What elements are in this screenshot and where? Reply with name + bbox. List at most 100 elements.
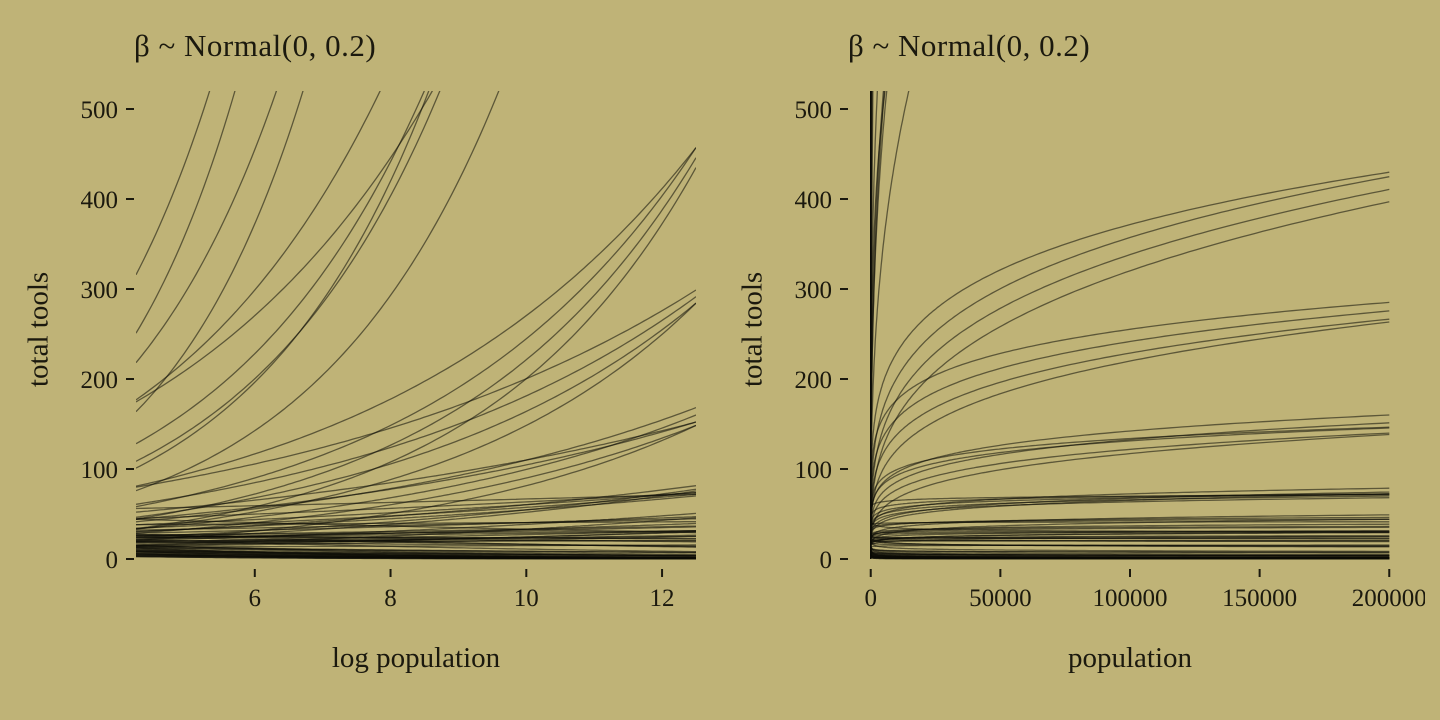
prior-curve [136, 518, 696, 531]
prior-curve [870, 91, 1390, 557]
prior-curve [870, 495, 1390, 555]
prior-curve [136, 91, 500, 492]
prior-curve [136, 406, 696, 523]
prior-curve [136, 544, 696, 548]
x-tick-label: 150000 [1222, 585, 1297, 612]
y-tick-label: 100 [795, 457, 833, 484]
prior-curve [870, 188, 1390, 559]
left-x-axis-label: log population [331, 642, 501, 674]
prior-curve [870, 176, 1390, 559]
prior-curve [870, 91, 1390, 559]
prior-curve [870, 91, 1390, 560]
prior-curve [870, 91, 1390, 560]
prior-curve [870, 91, 885, 559]
prior-curve [870, 91, 873, 559]
prior-curve [870, 530, 1390, 543]
prior-curve [870, 91, 1390, 560]
prior-curve [136, 529, 696, 536]
prior-curve [136, 91, 211, 276]
prior-curve [870, 530, 1390, 548]
prior-curve [136, 91, 434, 403]
prior-curve [136, 421, 696, 520]
y-tick-label: 300 [81, 277, 119, 304]
prior-curve [136, 555, 696, 560]
prior-curve [136, 538, 696, 553]
prior-curve [870, 518, 1390, 558]
prior-curve [136, 493, 696, 529]
prior-curve [136, 550, 696, 557]
prior-curve [136, 91, 430, 469]
left-panel: β ~ Normal(0, 0.2) total tools 6 8 10 12 0 10… [6, 8, 720, 714]
prior-curve [136, 302, 696, 530]
x-tick-label: 50000 [969, 585, 1032, 612]
prior-curve [136, 548, 696, 559]
x-tick-label: 200000 [1352, 585, 1425, 612]
x-tick-label: 0 [864, 585, 877, 612]
prior-curve [136, 492, 696, 520]
prior-curve [870, 91, 886, 558]
y-tick-label: 300 [795, 277, 833, 304]
prior-curve [870, 91, 910, 559]
prior-curve [870, 544, 1390, 552]
prior-curve [136, 296, 696, 505]
prior-curve [136, 492, 696, 526]
prior-curve [136, 147, 696, 487]
prior-curve [870, 91, 1390, 558]
prior-curve [870, 536, 1390, 556]
x-tick-label: 6 [249, 585, 262, 612]
prior-curve [870, 91, 872, 559]
prior-curve [136, 421, 696, 513]
prior-curve [136, 91, 425, 445]
curve-group [870, 91, 1390, 560]
prior-curve [136, 147, 696, 508]
prior-curve [136, 91, 381, 401]
prior-curve [136, 495, 696, 532]
right-plot-title: β ~ Normal(0, 0.2) [848, 28, 1091, 63]
y-tick-label: 200 [795, 367, 833, 394]
prior-curve [870, 422, 1390, 559]
prior-curve [136, 91, 304, 413]
prior-curve [870, 91, 1390, 560]
prior-curve [870, 91, 1390, 559]
prior-curve [870, 91, 1390, 560]
prior-curve [136, 91, 441, 462]
y-tick-label: 500 [81, 97, 119, 124]
prior-curve [136, 530, 696, 539]
prior-curve [136, 544, 696, 556]
prior-curve [870, 494, 1390, 532]
prior-curve [870, 91, 1390, 560]
prior-curve [870, 318, 1390, 559]
prior-curve [870, 370, 1390, 555]
right-panel: β ~ Normal(0, 0.2) total tools 0 50000 100… [720, 8, 1434, 714]
curve-group [136, 91, 696, 560]
y-tick-label: 0 [106, 547, 119, 574]
x-tick-label: 10 [514, 585, 539, 612]
prior-curve [870, 91, 1390, 560]
x-tick-label: 100000 [1093, 585, 1168, 612]
prior-curve [870, 91, 1390, 559]
prior-curve [870, 91, 873, 559]
prior-curve [136, 424, 696, 534]
prior-curve [870, 171, 1390, 558]
prior-curve [136, 157, 696, 520]
prior-curve [870, 91, 1390, 559]
y-tick-label: 400 [795, 187, 833, 214]
prior-curve [870, 301, 1390, 557]
prior-curve [870, 91, 1390, 559]
y-tick-label: 0 [820, 547, 833, 574]
right-x-axis-label: population [1067, 642, 1193, 674]
prior-curve [136, 91, 236, 334]
x-tick-label: 12 [650, 585, 675, 612]
y-tick-label: 400 [81, 187, 119, 214]
prior-curve [870, 91, 1390, 560]
prior-curve [136, 289, 696, 488]
left-plot-canvas: 6 8 10 12 0 100 200 300 400 500 [81, 91, 696, 612]
prior-curve [870, 514, 1390, 557]
prior-curve [870, 518, 1390, 547]
prior-curve [870, 91, 885, 559]
prior-curve [870, 91, 888, 559]
right-plot-canvas: 0 50000 100000 150000 200000 0 100 200 300 400 500 [795, 91, 1425, 612]
prior-curve [870, 495, 1390, 556]
prior-curve [136, 167, 696, 530]
